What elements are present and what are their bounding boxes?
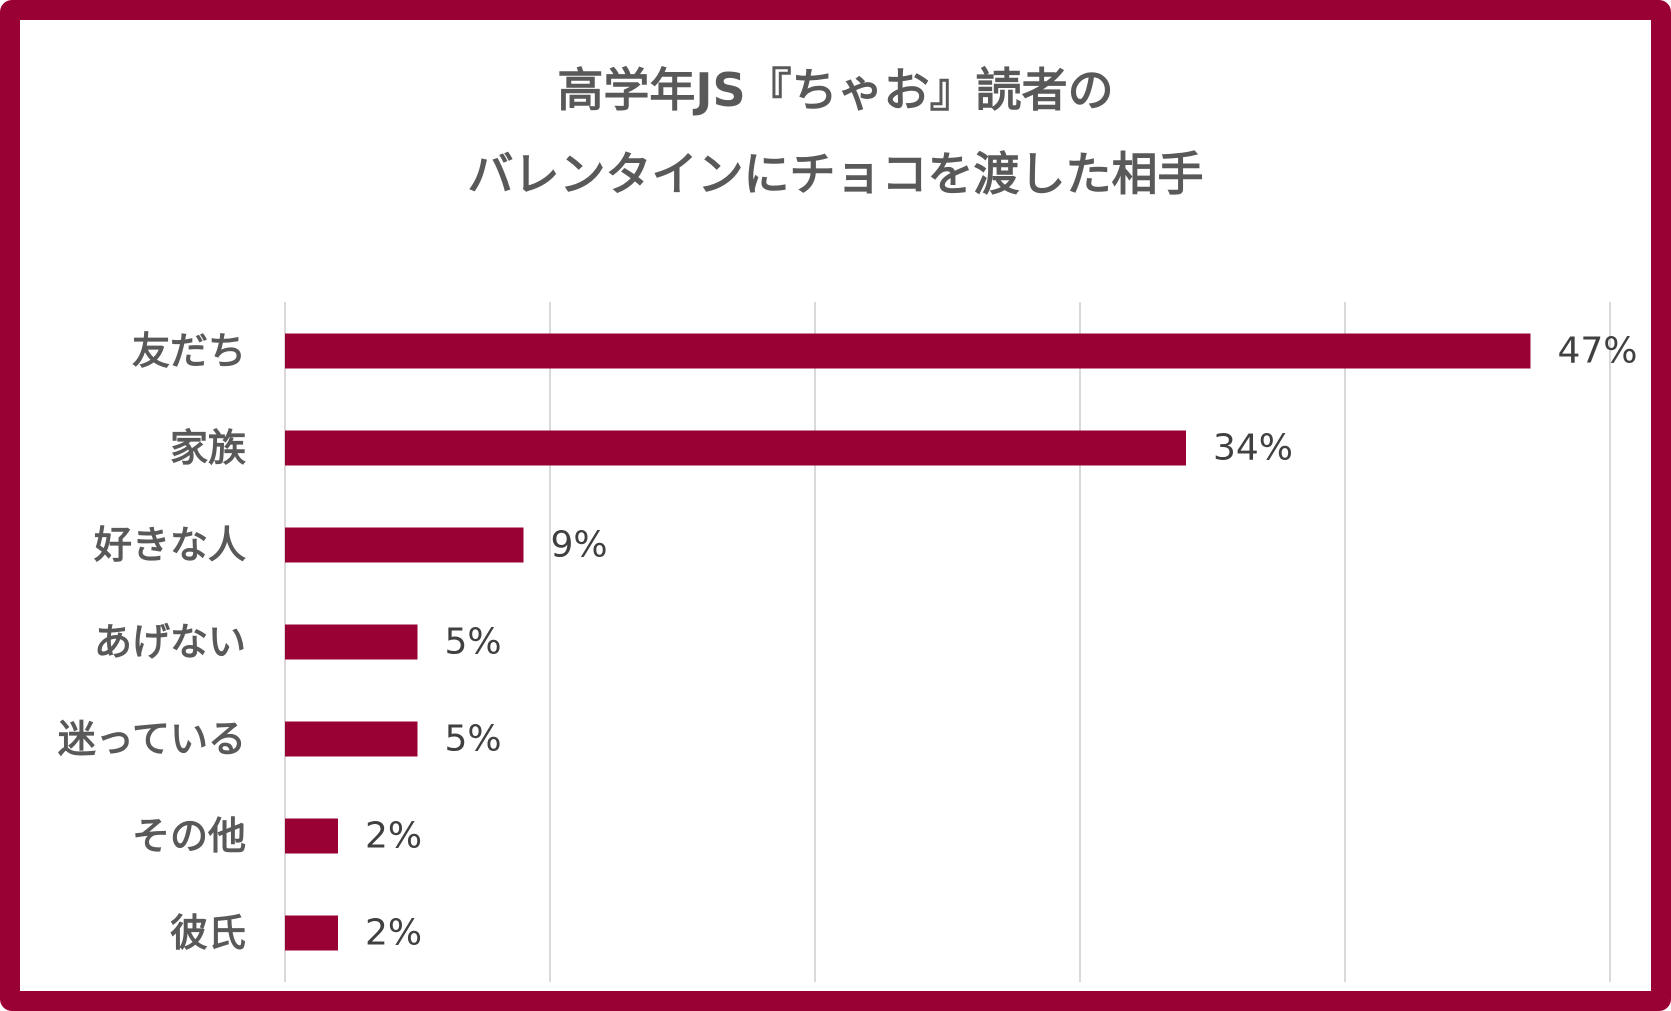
category-label: 家族 — [170, 426, 246, 470]
bars — [285, 333, 1531, 951]
category-label: 彼氏 — [170, 911, 246, 955]
category-label: 友だち — [132, 329, 246, 373]
value-label: 9% — [551, 525, 608, 566]
value-label: 5% — [445, 622, 502, 663]
chart-title-line-2: バレンタインにチョコを渡した相手 — [467, 147, 1204, 201]
bar-4 — [285, 624, 418, 660]
chart-title-line-1: 高学年JS『ちゃお』読者の — [557, 63, 1114, 117]
bar-2 — [285, 430, 1186, 466]
category-label: その他 — [132, 814, 246, 858]
value-label: 5% — [445, 719, 502, 760]
category-label: 好きな人 — [93, 523, 246, 567]
value-label: 47% — [1558, 331, 1638, 372]
category-label: あげない — [94, 620, 246, 664]
value-label: 34% — [1213, 428, 1293, 469]
bar-7 — [285, 915, 338, 951]
bar-5 — [285, 721, 418, 757]
bar-1 — [285, 333, 1531, 369]
category-label: 迷っている — [58, 717, 246, 761]
chart-title: 高学年JS『ちゃお』読者の バレンタインにチョコを渡した相手 — [0, 48, 1671, 216]
bar-3 — [285, 527, 524, 563]
value-label: 2% — [365, 816, 422, 857]
labels: 友だち 47% 家族 34% 好きな人 9% あげない 5% 迷っている 5% その他 2% 彼氏 2% — [58, 329, 1638, 955]
bar-6 — [285, 818, 338, 854]
value-label: 2% — [365, 913, 422, 954]
